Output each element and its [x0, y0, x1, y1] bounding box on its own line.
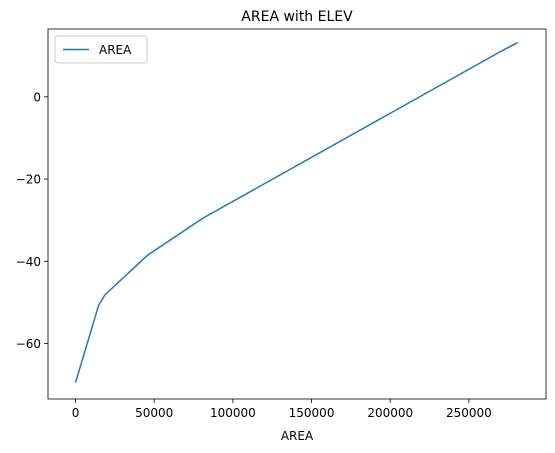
x-tick-label: 150000 [289, 406, 335, 420]
chart-title: AREA with ELEV [241, 9, 353, 25]
plot-area: 0 50000 100000 150000 200000 250000 −60 −40 −20 0… [16, 28, 547, 420]
x-tick-label: 50000 [135, 406, 173, 420]
x-tick-label: 250000 [446, 406, 492, 420]
y-tick-label: 0 [33, 90, 41, 104]
axes-frame [47, 28, 547, 400]
legend-box [54, 35, 148, 64]
x-tick-label: 100000 [210, 406, 256, 420]
x-axis-label: AREA [281, 429, 314, 443]
legend-label: AREA [99, 43, 132, 57]
x-tick-label: 0 [72, 406, 80, 420]
x-tick-label: 200000 [367, 406, 413, 420]
y-tick-label: −40 [16, 255, 41, 269]
y-tick-label: −60 [16, 337, 41, 351]
series-line-0 [74, 41, 519, 383]
y-tick-label: −20 [16, 173, 41, 187]
